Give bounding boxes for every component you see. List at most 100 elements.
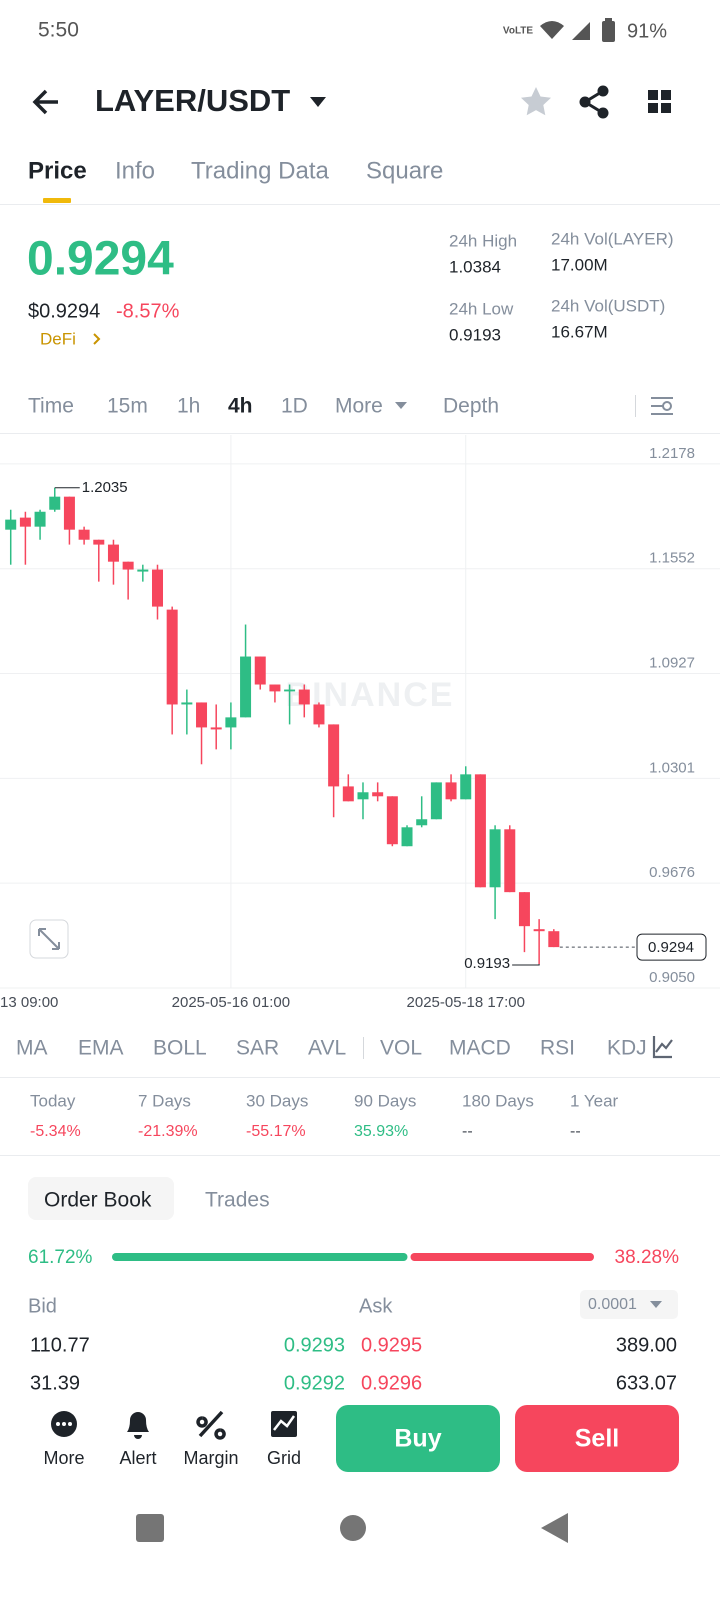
wifi-icon (540, 21, 564, 39)
bid-ratio: 61.72% (28, 1247, 93, 1268)
stat-label: 24h Vol(LAYER) (551, 229, 674, 248)
candle-body (240, 656, 252, 718)
grid-icon-line (273, 1415, 296, 1431)
nav-recents[interactable] (136, 1514, 164, 1542)
stat-value: 1.0384 (449, 257, 501, 276)
indicator-tab[interactable]: BOLL (153, 1037, 207, 1060)
back-button[interactable] (32, 89, 58, 115)
ask-price: 0.9295 (361, 1334, 422, 1356)
interval-tab[interactable]: 4h (228, 395, 253, 418)
book-tab[interactable]: Trades (205, 1189, 270, 1212)
usd-price: $0.9294 (28, 300, 100, 322)
grid-cell (661, 103, 671, 113)
grid-cell (661, 90, 671, 100)
period-label: 180 Days (462, 1091, 534, 1110)
indicator-settings-button[interactable] (652, 1036, 673, 1059)
indicator-tab[interactable]: MA (16, 1037, 48, 1060)
stat-label: 24h Vol(USDT) (551, 296, 665, 315)
tab[interactable]: Price (28, 157, 87, 184)
indicator-tab[interactable]: AVL (308, 1037, 346, 1060)
candle-body (225, 717, 237, 728)
period-change: 35.93% (354, 1123, 408, 1140)
sell-label[interactable]: Sell (575, 1425, 619, 1453)
indicator-tab[interactable]: KDJ (607, 1037, 647, 1060)
buy-button[interactable] (336, 1405, 500, 1472)
precision-caret (650, 1301, 662, 1308)
action-label[interactable]: More (43, 1448, 84, 1468)
tab[interactable]: Trading Data (191, 157, 330, 184)
y-tick-label: 0.9050 (649, 969, 695, 986)
indicator-tab[interactable]: EMA (78, 1037, 124, 1060)
nav-home[interactable] (340, 1515, 366, 1541)
price-change: -8.57% (116, 300, 180, 322)
expand-icon (38, 928, 60, 950)
candle-body (518, 892, 530, 927)
candle-body (122, 561, 134, 570)
last-price-tag (636, 933, 707, 961)
interval-tab[interactable]: 15m (107, 395, 148, 418)
action-label[interactable]: Alert (119, 1448, 156, 1468)
stat-value: 17.00M (551, 255, 608, 274)
favorite-star[interactable] (521, 87, 551, 116)
volte-icon: VoLTE (503, 26, 534, 37)
candle-body (107, 544, 119, 562)
indicator-tab[interactable]: SAR (236, 1037, 279, 1060)
low-label: 0.9193 (464, 955, 510, 972)
indicator-tab[interactable]: RSI (540, 1037, 575, 1060)
precision-select[interactable] (580, 1290, 678, 1319)
bid-bar (112, 1253, 408, 1261)
stat-label: 24h High (449, 231, 517, 250)
candle-body (328, 724, 340, 787)
y-tick-label: 1.1552 (649, 550, 695, 567)
divider (0, 433, 720, 434)
stat-label: 24h Low (449, 299, 514, 318)
period-change: -- (570, 1123, 581, 1140)
buy-label[interactable]: Buy (394, 1425, 441, 1453)
sell-button[interactable] (515, 1405, 679, 1472)
tab[interactable]: Info (115, 157, 155, 184)
status-icons: VoLTE (503, 18, 615, 42)
stat-value: 0.9193 (449, 325, 501, 344)
candle-body (372, 792, 384, 797)
settings-lines (651, 397, 673, 415)
candle-body (548, 931, 560, 948)
nav-back[interactable] (541, 1513, 568, 1543)
candle-body (460, 774, 472, 800)
layout-button[interactable] (648, 90, 671, 113)
candle-body (284, 689, 296, 692)
y-tick-label: 0.9676 (649, 864, 695, 881)
period-change: -5.34% (30, 1123, 81, 1140)
y-tick-label: 1.0927 (649, 654, 695, 671)
book-tab[interactable]: Order Book (44, 1189, 152, 1212)
interval-tab[interactable]: 1h (177, 395, 200, 418)
pair-dropdown[interactable] (310, 97, 326, 107)
action-label[interactable]: Margin (183, 1448, 238, 1468)
ask-header: Ask (359, 1295, 393, 1317)
indicator-tab[interactable]: MACD (449, 1037, 511, 1060)
candle-body (386, 796, 398, 845)
action-label[interactable]: Grid (267, 1448, 301, 1468)
candle-body (78, 529, 90, 540)
margin-icon (196, 1410, 226, 1440)
interval-tab[interactable]: More (335, 395, 383, 418)
candle-body (474, 774, 486, 888)
period-change: -55.17% (246, 1123, 306, 1140)
interval-tab[interactable]: Time (28, 395, 74, 418)
active-tab-bg (28, 1177, 174, 1220)
candle-body (151, 569, 163, 607)
interval-tab[interactable]: 1D (281, 395, 308, 418)
y-tick-label: 1.2178 (649, 445, 695, 462)
candle-body (430, 782, 442, 820)
settings-knob (662, 401, 672, 411)
share-button[interactable] (579, 85, 609, 119)
indicator-tab[interactable]: VOL (380, 1037, 422, 1060)
interval-tab[interactable]: Depth (443, 395, 499, 418)
tab[interactable]: Square (366, 157, 443, 184)
chart-settings-button[interactable] (651, 397, 673, 415)
signal-icon (572, 22, 590, 40)
last-price: 0.9294 (27, 233, 174, 286)
stat-value: 16.67M (551, 322, 608, 341)
candle-body (93, 539, 105, 545)
